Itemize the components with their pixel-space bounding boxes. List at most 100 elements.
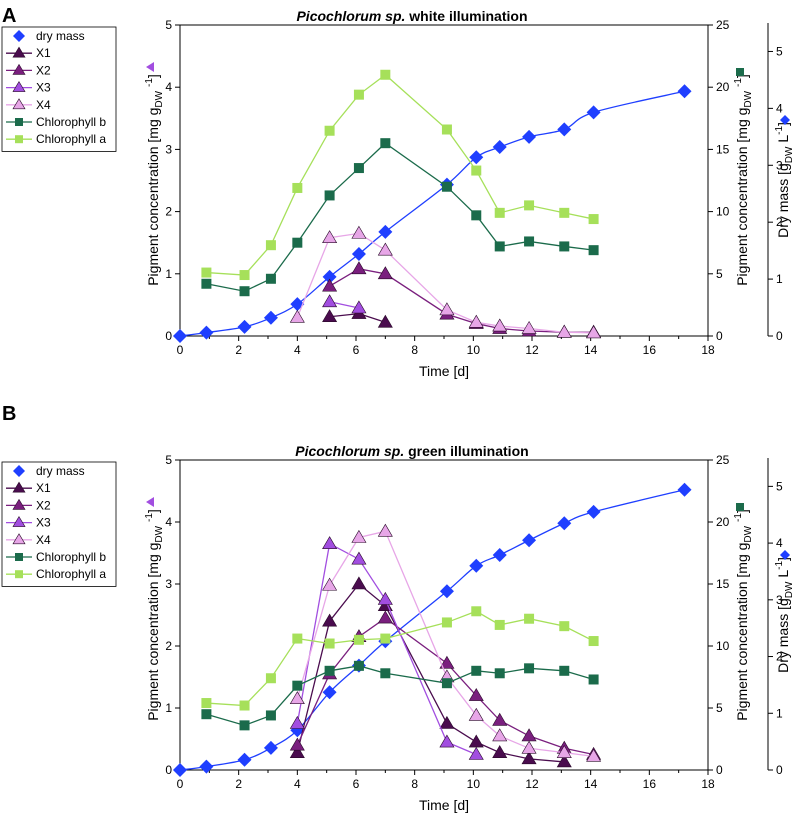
series-line-dry-mass (179, 90, 685, 337)
y-right1-tick-label: 10 (716, 639, 730, 653)
legend-marker (12, 481, 26, 493)
data-point-chlorophyll-b (292, 680, 303, 691)
legend-marker (12, 63, 26, 75)
y-label-text: Pigment concentration [mg g (145, 543, 161, 721)
data-point-x3 (322, 294, 338, 308)
panel-b: B Picochlorum sp. green illumination Tim… (1, 403, 795, 813)
legend-marker (13, 465, 25, 477)
data-point-dry-mass (263, 740, 278, 755)
data-point-chlorophyll-a (380, 633, 391, 644)
data-point-chlorophyll-a (324, 125, 335, 136)
x-tick-label: 16 (643, 777, 657, 791)
data-point-x4 (586, 325, 602, 339)
y-right2-tick-label: 2 (776, 215, 783, 229)
x-tick-label: 12 (525, 777, 539, 791)
y-left-tick-label: 0 (165, 329, 172, 343)
y-right1-tick-label: 0 (716, 329, 723, 343)
legend-marker (15, 135, 23, 144)
data-point-x4 (556, 745, 572, 758)
legend-label: X1 (36, 481, 51, 495)
x-tick-label: 14 (584, 343, 598, 357)
axis-marker-square (736, 503, 744, 511)
chart-title-rest: green illumination (404, 443, 528, 459)
legend-item-chlorophyll-b: Chlorophyll b (6, 115, 106, 129)
legend-item-x3: X3 (6, 81, 51, 95)
series-line-chlorophyll-a (206, 73, 594, 276)
data-point-x2 (377, 610, 393, 624)
y-left-tick-label: 4 (165, 80, 172, 94)
data-point-chlorophyll-b (441, 181, 452, 192)
axis-marker-triangle (146, 62, 154, 72)
legend-marker (12, 498, 26, 510)
legend-item-x4: X4 (6, 533, 51, 547)
data-point-dry-mass (199, 759, 214, 774)
data-point-x3 (351, 551, 367, 565)
y-right1-tick-label: 0 (716, 763, 723, 777)
data-point-x4 (322, 230, 338, 244)
data-point-chlorophyll-a (201, 267, 212, 278)
legend-marker (12, 46, 26, 58)
chart-title: Picochlorum sp. white illumination (296, 8, 527, 24)
y-axis-right1-label: Pigment concentration [mg gDW -1] (733, 74, 754, 286)
data-point-chlorophyll-b (201, 709, 212, 720)
legend: dry mass X1 X2 X3 X4 Chlorophyll b Chlorophyll… (1, 26, 117, 152)
data-point-x4 (377, 242, 393, 256)
data-point-x2 (289, 737, 305, 751)
data-point-dry-mass (173, 763, 187, 777)
data-point-x4 (439, 302, 455, 316)
y-axis-right2-label: Dry mass [gDW L-1] (774, 557, 795, 673)
data-point-chlorophyll-a (494, 207, 505, 218)
data-point-x4 (586, 748, 602, 762)
y-right2-tick-label: 3 (776, 158, 783, 172)
y-left-tick-label: 1 (165, 701, 172, 715)
data-point-chlorophyll-b (588, 245, 599, 256)
data-point-x4 (492, 728, 508, 742)
data-point-x3 (289, 715, 305, 729)
data-point-x3 (351, 300, 367, 314)
data-point-x4 (468, 707, 484, 721)
series-line-x2 (296, 617, 594, 756)
data-point-chlorophyll-a (380, 69, 391, 80)
data-point-x4 (351, 225, 367, 239)
series-line-chlorophyll-b (206, 665, 594, 727)
series-chlorophyll-b (201, 660, 599, 731)
y-right1-tick-label: 25 (716, 18, 730, 32)
data-point-chlorophyll-b (324, 190, 335, 201)
series-x4 (289, 523, 602, 762)
data-point-x4 (289, 691, 305, 705)
data-point-chlorophyll-b (201, 278, 212, 289)
data-point-chlorophyll-a (441, 617, 452, 628)
series-dry-mass (173, 84, 692, 343)
data-point-dry-mass (237, 752, 252, 767)
panel-label: A (2, 5, 16, 27)
data-point-dry-mass (351, 247, 366, 262)
data-point-x2 (322, 278, 338, 292)
data-point-x3 (377, 591, 393, 605)
data-point-chlorophyll-a (494, 619, 505, 630)
data-point-x4 (322, 577, 338, 591)
series-x2 (322, 261, 602, 338)
legend-marker (13, 30, 25, 42)
axis-marker-triangle (146, 497, 154, 507)
data-point-chlorophyll-b (239, 720, 250, 731)
x-tick-label: 2 (235, 777, 242, 791)
series-chlorophyll-b (201, 138, 599, 297)
data-point-chlorophyll-b (265, 710, 276, 721)
data-point-chlorophyll-b (380, 138, 391, 149)
legend-label: X4 (36, 533, 51, 547)
data-point-dry-mass (586, 105, 601, 120)
data-point-x2 (492, 712, 508, 726)
data-point-x4 (556, 324, 572, 338)
data-point-chlorophyll-a (292, 182, 303, 193)
data-point-x1 (322, 309, 338, 323)
data-point-chlorophyll-b (494, 241, 505, 252)
legend-item-chlorophyll-a: Chlorophyll a (6, 567, 106, 581)
legend-label: Chlorophyll b (36, 115, 106, 129)
y-left-tick-label: 2 (165, 205, 172, 219)
x-axis-label: Time [d] (419, 797, 469, 813)
y-left-tick-label: 2 (165, 639, 172, 653)
chart-title: Picochlorum sp. green illumination (295, 443, 528, 459)
legend-marker (12, 533, 26, 545)
data-point-chlorophyll-a (239, 270, 250, 281)
data-point-chlorophyll-a (353, 634, 364, 645)
